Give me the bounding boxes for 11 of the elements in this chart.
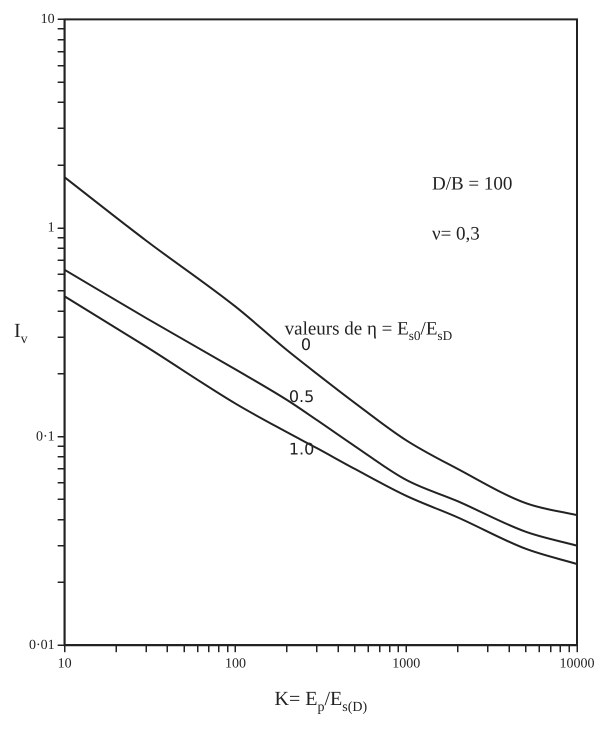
x-tick-label: 10 xyxy=(58,656,72,672)
y-tick-label: 1 xyxy=(48,220,55,236)
x-tick-label: 10000 xyxy=(560,656,594,672)
annotation: D/B = 100 xyxy=(432,173,512,194)
y-tick-label: 0·1 xyxy=(36,429,55,444)
y-tick-label: 10 xyxy=(40,12,55,28)
x-tick-label: 1000 xyxy=(392,656,420,672)
y-tick-label: 0·01 xyxy=(28,638,55,653)
annotation: ν= 0,3 xyxy=(432,223,480,244)
series-label: 0.5 xyxy=(288,387,314,406)
x-tick-label: 100 xyxy=(224,656,246,672)
